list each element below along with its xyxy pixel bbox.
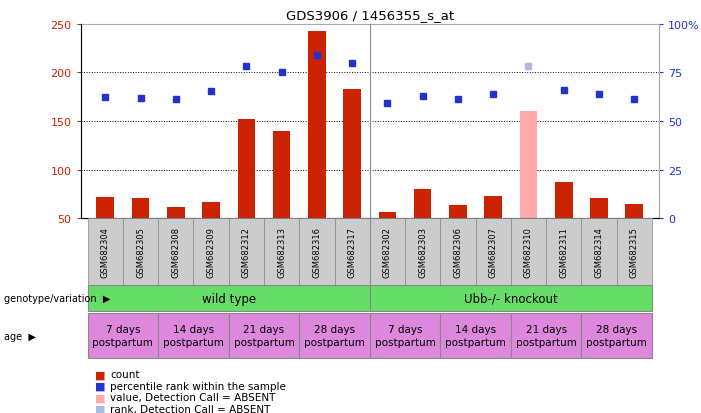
Bar <box>229 219 264 285</box>
Text: GSM682317: GSM682317 <box>348 226 357 278</box>
Text: percentile rank within the sample: percentile rank within the sample <box>110 381 286 391</box>
Bar <box>88 219 123 285</box>
Bar <box>440 313 511 358</box>
Text: GSM682308: GSM682308 <box>171 226 180 278</box>
Bar <box>511 219 546 285</box>
Bar <box>581 219 617 285</box>
Text: 14 days
postpartum: 14 days postpartum <box>163 324 224 347</box>
Bar <box>299 313 370 358</box>
Text: 7 days
postpartum: 7 days postpartum <box>93 324 154 347</box>
Bar <box>581 313 652 358</box>
Text: wild type: wild type <box>202 292 256 305</box>
Bar <box>343 90 361 219</box>
Bar <box>273 131 290 219</box>
Bar <box>238 120 255 219</box>
Text: 14 days
postpartum: 14 days postpartum <box>445 324 506 347</box>
Bar <box>158 313 229 358</box>
Bar <box>88 285 370 311</box>
Bar <box>379 212 396 219</box>
Bar <box>370 219 405 285</box>
Text: 21 days
postpartum: 21 days postpartum <box>516 324 576 347</box>
Text: 21 days
postpartum: 21 days postpartum <box>233 324 294 347</box>
Bar <box>440 219 475 285</box>
Text: GSM682306: GSM682306 <box>454 226 463 278</box>
Bar <box>123 219 158 285</box>
Bar <box>334 219 370 285</box>
Bar <box>167 207 184 219</box>
Bar <box>203 202 220 219</box>
Text: ■: ■ <box>95 392 105 402</box>
Text: GSM682312: GSM682312 <box>242 227 251 277</box>
Bar <box>484 197 502 219</box>
Bar <box>158 219 193 285</box>
Text: GSM682305: GSM682305 <box>136 227 145 277</box>
Bar <box>519 112 537 219</box>
Bar <box>229 313 299 358</box>
Text: GSM682309: GSM682309 <box>207 227 216 277</box>
Bar <box>590 199 608 219</box>
Bar <box>97 197 114 219</box>
Text: GSM682303: GSM682303 <box>418 226 427 278</box>
Bar <box>625 204 643 219</box>
Text: Ubb-/- knockout: Ubb-/- knockout <box>464 292 558 305</box>
Bar <box>405 219 440 285</box>
Bar <box>546 219 581 285</box>
Text: GSM682314: GSM682314 <box>594 227 604 277</box>
Bar <box>475 219 511 285</box>
Text: GSM682313: GSM682313 <box>277 226 286 278</box>
Bar <box>264 219 299 285</box>
Text: rank, Detection Call = ABSENT: rank, Detection Call = ABSENT <box>110 404 271 413</box>
Bar <box>370 285 652 311</box>
Text: count: count <box>110 370 139 380</box>
Bar <box>370 313 440 358</box>
Text: genotype/variation  ▶: genotype/variation ▶ <box>4 293 110 303</box>
Text: GSM682316: GSM682316 <box>313 226 321 278</box>
Bar <box>308 31 326 219</box>
Bar <box>132 199 149 219</box>
Bar <box>617 219 652 285</box>
Text: 7 days
postpartum: 7 days postpartum <box>374 324 435 347</box>
Text: GSM682302: GSM682302 <box>383 227 392 277</box>
Bar <box>414 190 432 219</box>
Text: 28 days
postpartum: 28 days postpartum <box>586 324 647 347</box>
Bar <box>555 183 573 219</box>
Text: GSM682310: GSM682310 <box>524 227 533 277</box>
Text: 28 days
postpartum: 28 days postpartum <box>304 324 365 347</box>
Text: value, Detection Call = ABSENT: value, Detection Call = ABSENT <box>110 392 275 402</box>
Title: GDS3906 / 1456355_s_at: GDS3906 / 1456355_s_at <box>286 9 454 22</box>
Bar <box>511 313 581 358</box>
Text: age  ▶: age ▶ <box>4 331 35 341</box>
Bar <box>449 205 467 219</box>
Text: ■: ■ <box>95 381 105 391</box>
Text: GSM682307: GSM682307 <box>489 226 498 278</box>
Text: GSM682311: GSM682311 <box>559 227 569 277</box>
Text: GSM682315: GSM682315 <box>629 227 639 277</box>
Text: ■: ■ <box>95 404 105 413</box>
Text: ■: ■ <box>95 370 105 380</box>
Bar <box>299 219 334 285</box>
Bar <box>88 313 158 358</box>
Text: GSM682304: GSM682304 <box>101 227 110 277</box>
Bar <box>193 219 229 285</box>
